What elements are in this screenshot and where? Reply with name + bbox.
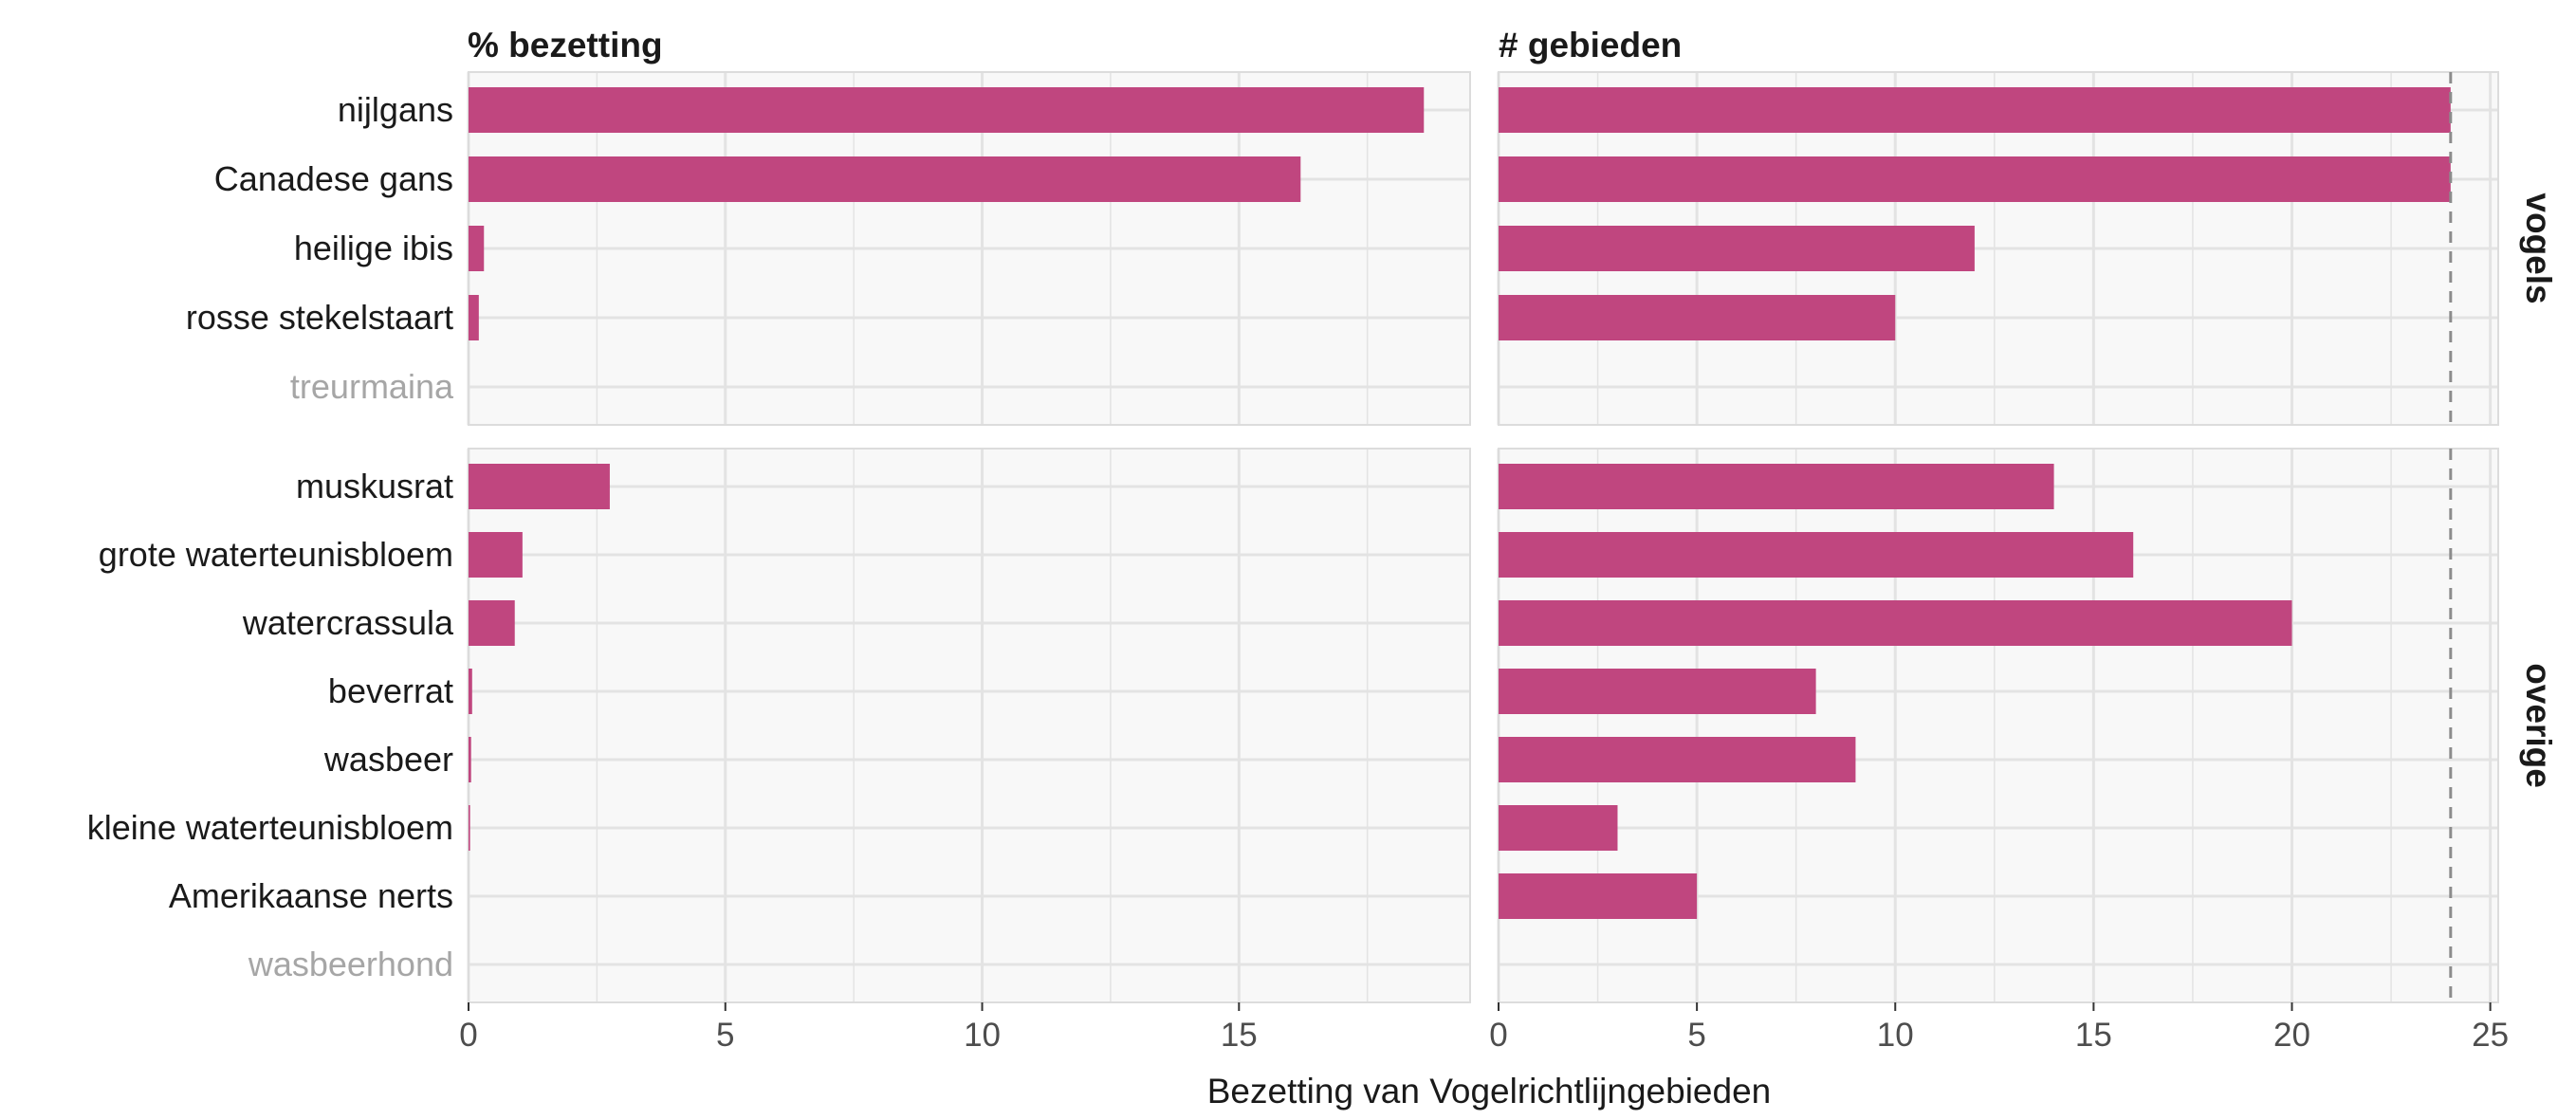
x-tick-label: 15 — [1221, 1017, 1258, 1054]
bar — [1499, 464, 2054, 509]
category-label: heilige ibis — [294, 229, 453, 267]
bar — [1499, 873, 1698, 919]
panel-title-count: # gebieden — [1499, 26, 1682, 64]
x-tick-label: 5 — [1687, 1017, 1705, 1054]
bar — [1499, 737, 1856, 782]
x-tick-label: 25 — [2472, 1017, 2509, 1054]
panel-background — [1499, 449, 2498, 1002]
bar — [1499, 669, 1816, 714]
bar — [1499, 295, 1896, 340]
facet-strip-label: vogels — [2519, 193, 2558, 303]
bar — [469, 805, 470, 851]
bar — [1499, 600, 2292, 646]
category-label: treurmaina — [290, 367, 454, 406]
chart-marks: nijlgans Canadese gans heilige ibis rosse s… — [87, 71, 2558, 1054]
x-tick-label: 10 — [1877, 1017, 1914, 1054]
category-label: Amerikaanse nerts — [169, 876, 453, 915]
bar — [1499, 226, 1975, 271]
bar — [1499, 156, 2451, 202]
panel-border — [1498, 448, 2499, 1003]
category-label: kleine waterteunisbloem — [87, 808, 453, 847]
x-tick-label: 15 — [2075, 1017, 2112, 1054]
x-tick-label: 5 — [716, 1017, 734, 1054]
category-label: wasbeer — [323, 740, 453, 779]
x-tick-label: 20 — [2273, 1017, 2310, 1054]
panel-border — [468, 448, 1471, 1003]
category-label: rosse stekelstaart — [186, 298, 453, 337]
bar — [469, 156, 1301, 202]
bar — [469, 669, 472, 714]
bar — [469, 532, 523, 578]
bar — [469, 600, 515, 646]
bar — [1499, 532, 2134, 578]
panel-background — [469, 449, 1470, 1002]
bar — [469, 87, 1425, 133]
panel-title-pct: % bezetting — [468, 26, 663, 64]
x-axis-title: Bezetting van Vogelrichtlijngebieden — [1207, 1072, 1771, 1111]
category-label: watercrassula — [242, 603, 454, 642]
category-label: beverrat — [328, 671, 453, 710]
x-tick-label: 0 — [459, 1017, 477, 1054]
category-label: grote waterteunisbloem — [99, 535, 453, 574]
bar — [1499, 805, 1618, 851]
category-label: Canadese gans — [214, 159, 453, 198]
x-tick-label: 10 — [964, 1017, 1001, 1054]
bar — [1499, 87, 2451, 133]
category-label: muskusrat — [296, 467, 453, 505]
x-tick-label: 0 — [1489, 1017, 1507, 1054]
facet-strip-label: overige — [2519, 663, 2558, 788]
category-label: nijlgans — [338, 90, 453, 129]
bar — [469, 226, 485, 271]
category-label: wasbeerhond — [248, 945, 453, 983]
bar — [469, 737, 471, 782]
bar — [469, 464, 610, 509]
bar — [469, 295, 479, 340]
